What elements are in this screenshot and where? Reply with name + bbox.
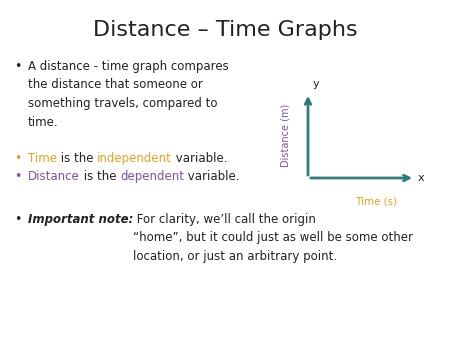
Text: y: y: [313, 79, 320, 89]
Text: Important note:: Important note:: [28, 213, 133, 226]
Text: dependent: dependent: [120, 170, 184, 183]
Text: Time: Time: [28, 152, 57, 165]
Text: is the: is the: [80, 170, 120, 183]
Text: •: •: [14, 213, 22, 226]
Text: •: •: [14, 60, 22, 73]
Text: x: x: [418, 173, 425, 183]
Text: •: •: [14, 170, 22, 183]
Text: For clarity, we’ll call the origin
“home”, but it could just as well be some oth: For clarity, we’ll call the origin “home…: [133, 213, 414, 263]
Text: Distance (m): Distance (m): [281, 104, 291, 167]
Text: A distance - time graph compares
the distance that someone or
something travels,: A distance - time graph compares the dis…: [28, 60, 229, 128]
Text: is the: is the: [57, 152, 97, 165]
Text: Distance – Time Graphs: Distance – Time Graphs: [93, 20, 357, 40]
Text: Distance: Distance: [28, 170, 80, 183]
Text: •: •: [14, 152, 22, 165]
Text: independent: independent: [97, 152, 172, 165]
Text: variable.: variable.: [184, 170, 239, 183]
Text: variable.: variable.: [172, 152, 228, 165]
Text: Time (s): Time (s): [356, 196, 397, 206]
